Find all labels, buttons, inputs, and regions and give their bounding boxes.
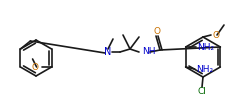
Text: NH₂: NH₂ [196, 42, 213, 52]
Text: O: O [32, 62, 38, 71]
Text: O: O [212, 30, 219, 39]
Text: O: O [153, 26, 160, 36]
Text: NH: NH [142, 48, 155, 56]
Text: Cl: Cl [197, 87, 205, 97]
Text: NH₂: NH₂ [195, 65, 212, 74]
Text: N: N [104, 47, 111, 57]
